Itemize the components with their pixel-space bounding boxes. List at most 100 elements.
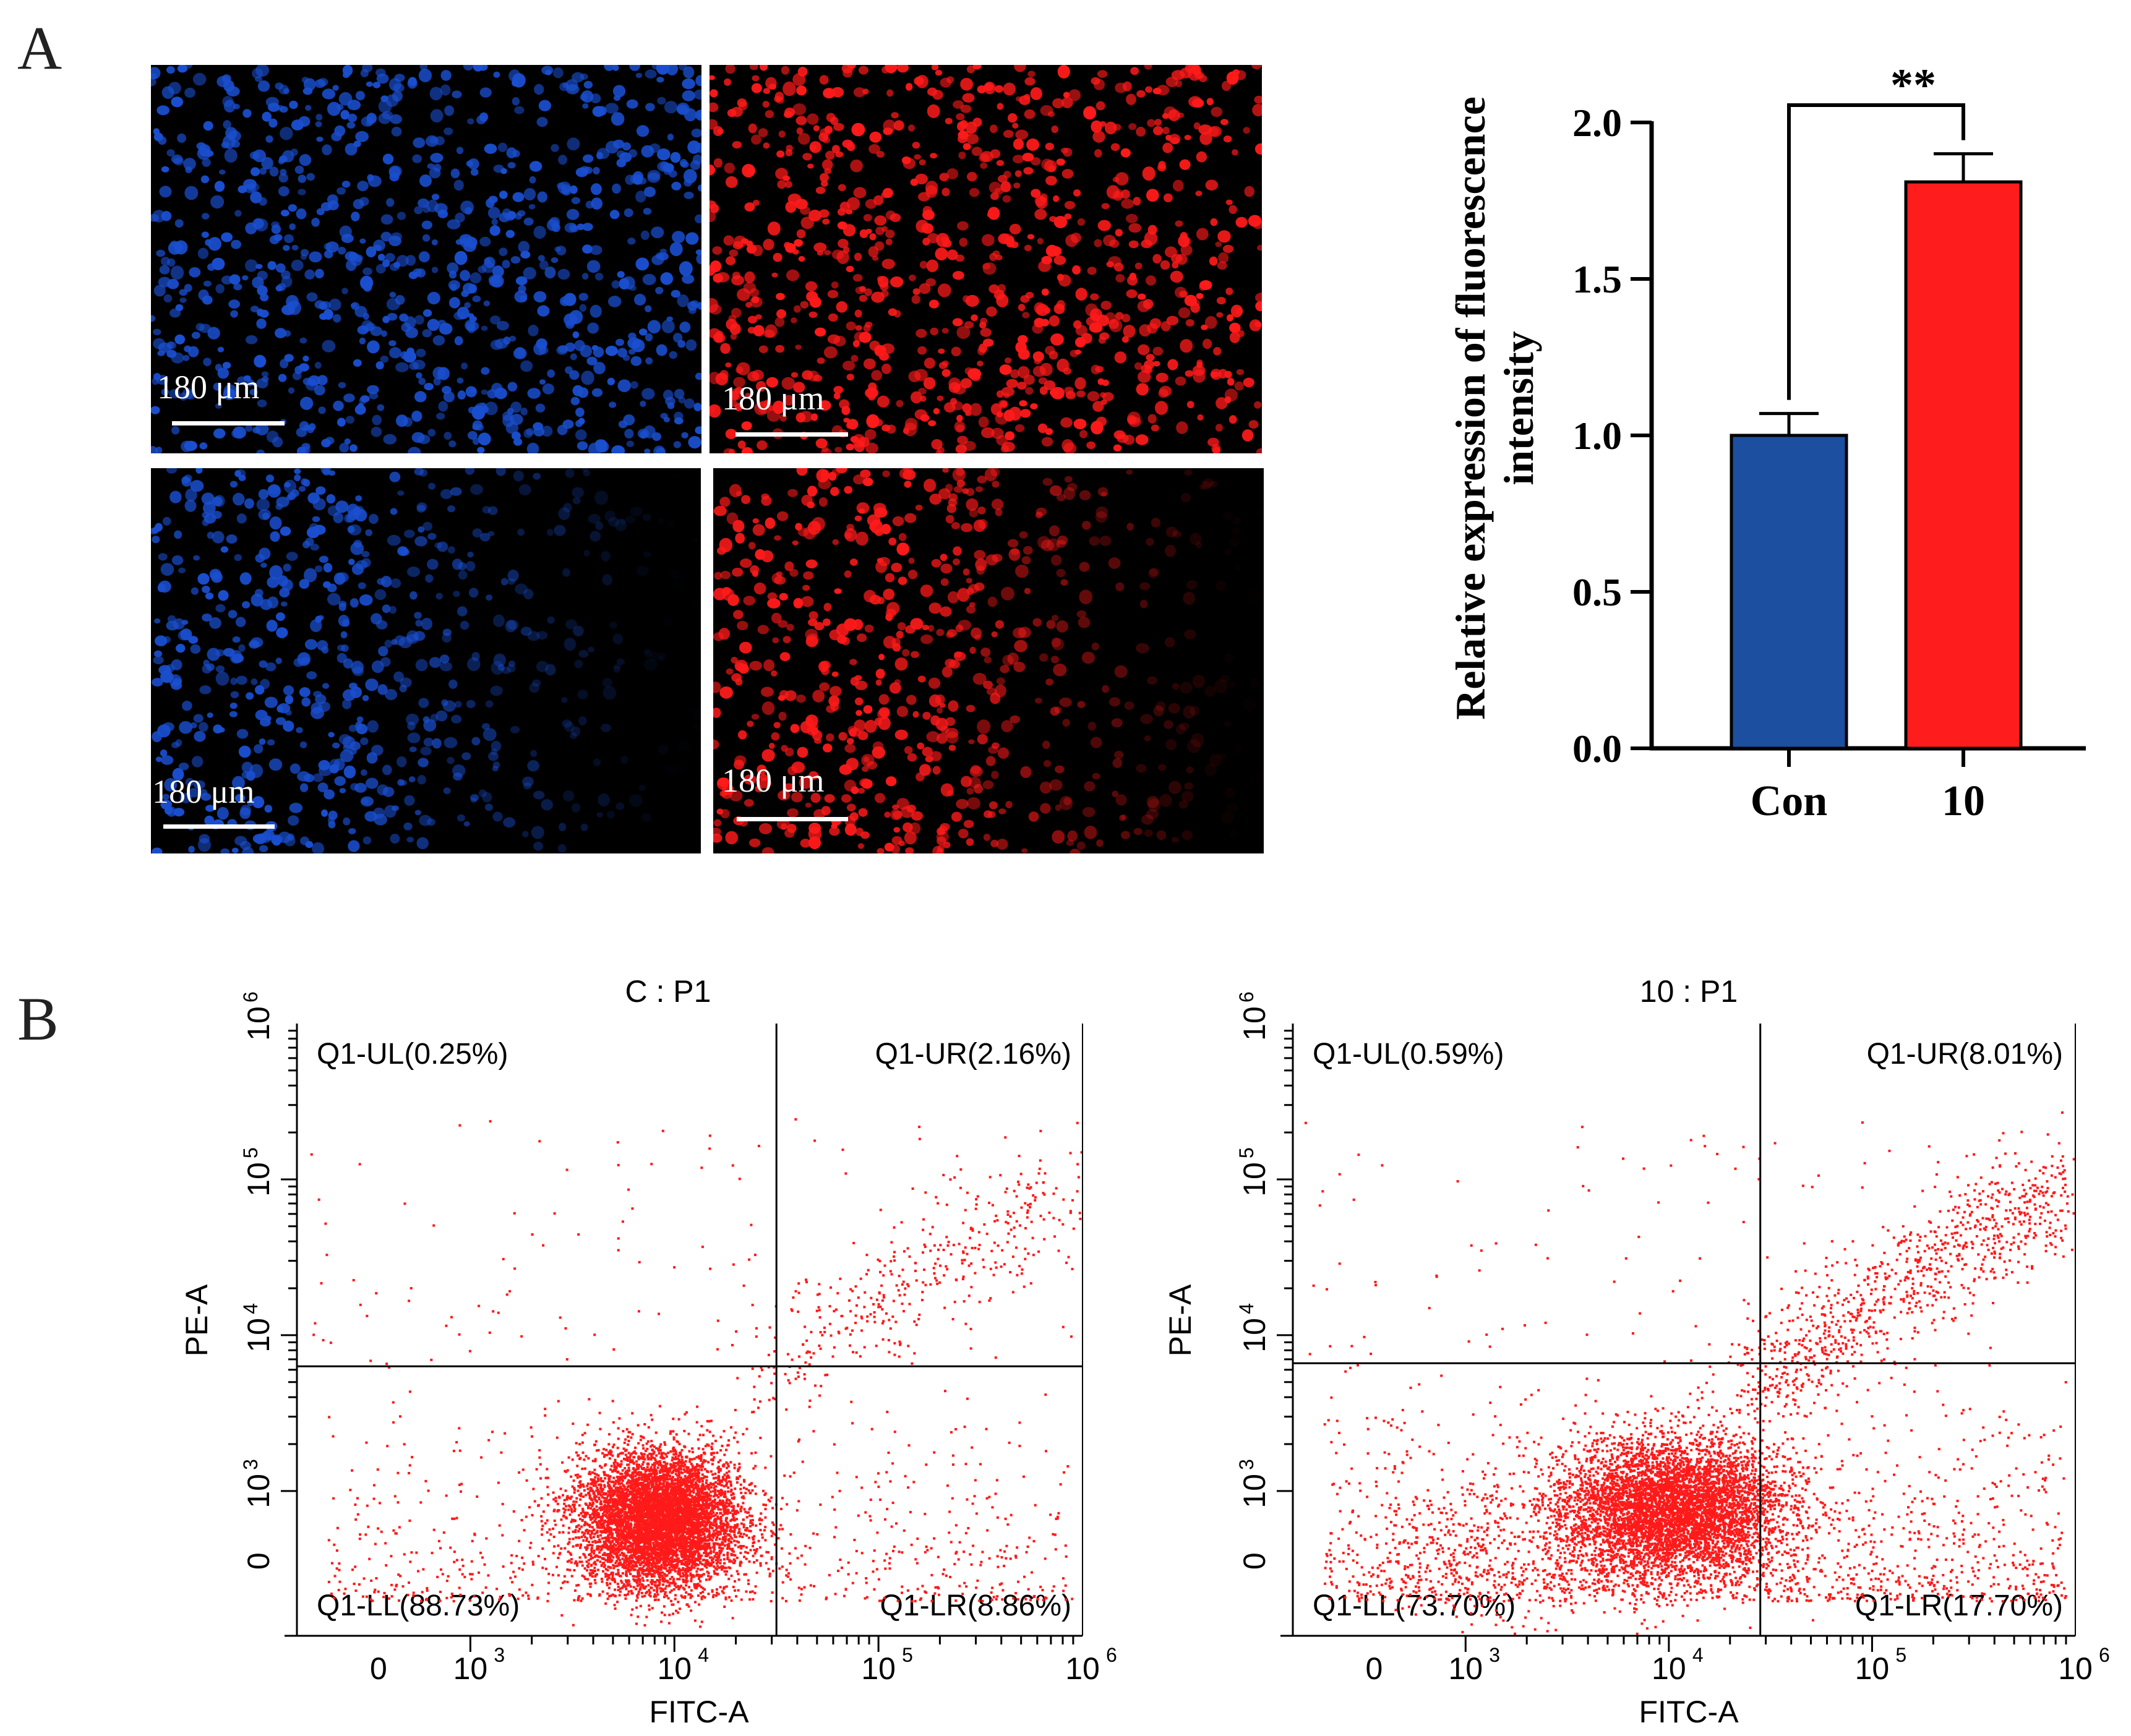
cell [393,83,405,93]
cell [992,742,1000,749]
cell [291,259,304,272]
event-dot [693,1566,696,1569]
event-dot [574,1531,577,1533]
cell [372,82,381,88]
cell [617,379,631,392]
cell [351,212,360,221]
cell [979,153,990,163]
cell [160,749,168,757]
cell [566,84,580,95]
cell [678,740,690,750]
cell [487,207,500,219]
cell [507,578,516,585]
cell [411,411,422,422]
cell [514,106,525,114]
cell [846,738,854,745]
cell [919,283,931,294]
cell [1008,548,1021,561]
cell [946,249,958,260]
cell [774,535,781,541]
cell [710,89,718,98]
cell [1051,637,1061,648]
cell [161,86,174,99]
cell [1254,293,1262,303]
cell [763,142,770,149]
cell [722,784,734,795]
cell [1180,493,1191,503]
cell [957,588,970,602]
event-dot [565,1505,567,1508]
cell [966,498,979,511]
event-dot [701,1473,704,1476]
cell [1149,318,1162,329]
cell [846,443,855,451]
cell [745,240,753,247]
cell [421,617,432,630]
cell [203,501,216,515]
event-dot [689,1481,692,1484]
cell [799,776,813,789]
cell [1147,119,1156,127]
cell [643,650,653,657]
cell [823,743,833,753]
event-dot [599,1500,602,1503]
cell [941,187,950,197]
cell [492,811,503,822]
cell [679,321,691,333]
event-dot [672,1453,675,1456]
cell [1045,176,1057,186]
cell [613,665,620,673]
cell [1104,121,1117,135]
event-dot [714,1528,718,1531]
cell [470,168,479,176]
cell [507,570,519,582]
cell [951,346,961,357]
cell [737,620,748,631]
cell [416,348,426,357]
cell [1133,827,1143,836]
event-dot [684,1571,687,1574]
cell [855,710,862,716]
event-dot [764,1492,767,1495]
cell [435,710,448,722]
cell [1146,795,1159,808]
cell [178,763,189,771]
event-dot [669,1463,672,1466]
cell [557,424,568,435]
cell [481,389,488,395]
cell [695,426,701,434]
cell [860,469,871,478]
cell [907,753,917,762]
cell [1147,224,1157,235]
cell [486,198,495,208]
cell [751,83,762,93]
event-dot [624,1508,627,1511]
cell [520,360,533,372]
cell [852,274,863,282]
cell [990,692,1001,704]
cell [1076,340,1083,348]
cell [544,267,556,279]
cell [1255,770,1264,784]
cell [656,77,664,83]
cell [213,382,222,391]
cell [215,403,222,409]
cell [649,651,659,662]
cell [264,696,278,708]
cell [933,408,940,415]
event-dot [762,1489,765,1492]
event-dot [718,1566,721,1569]
cell [541,799,553,811]
cell [842,361,855,371]
event-dot [653,1479,656,1482]
cell [269,235,280,244]
cell [515,276,528,286]
cell [531,826,544,839]
cell [1222,511,1233,520]
cell [1218,252,1229,263]
cell [741,495,751,504]
cell [196,142,206,150]
cell [390,114,402,124]
event-dot [622,1508,625,1511]
cell [570,353,577,361]
